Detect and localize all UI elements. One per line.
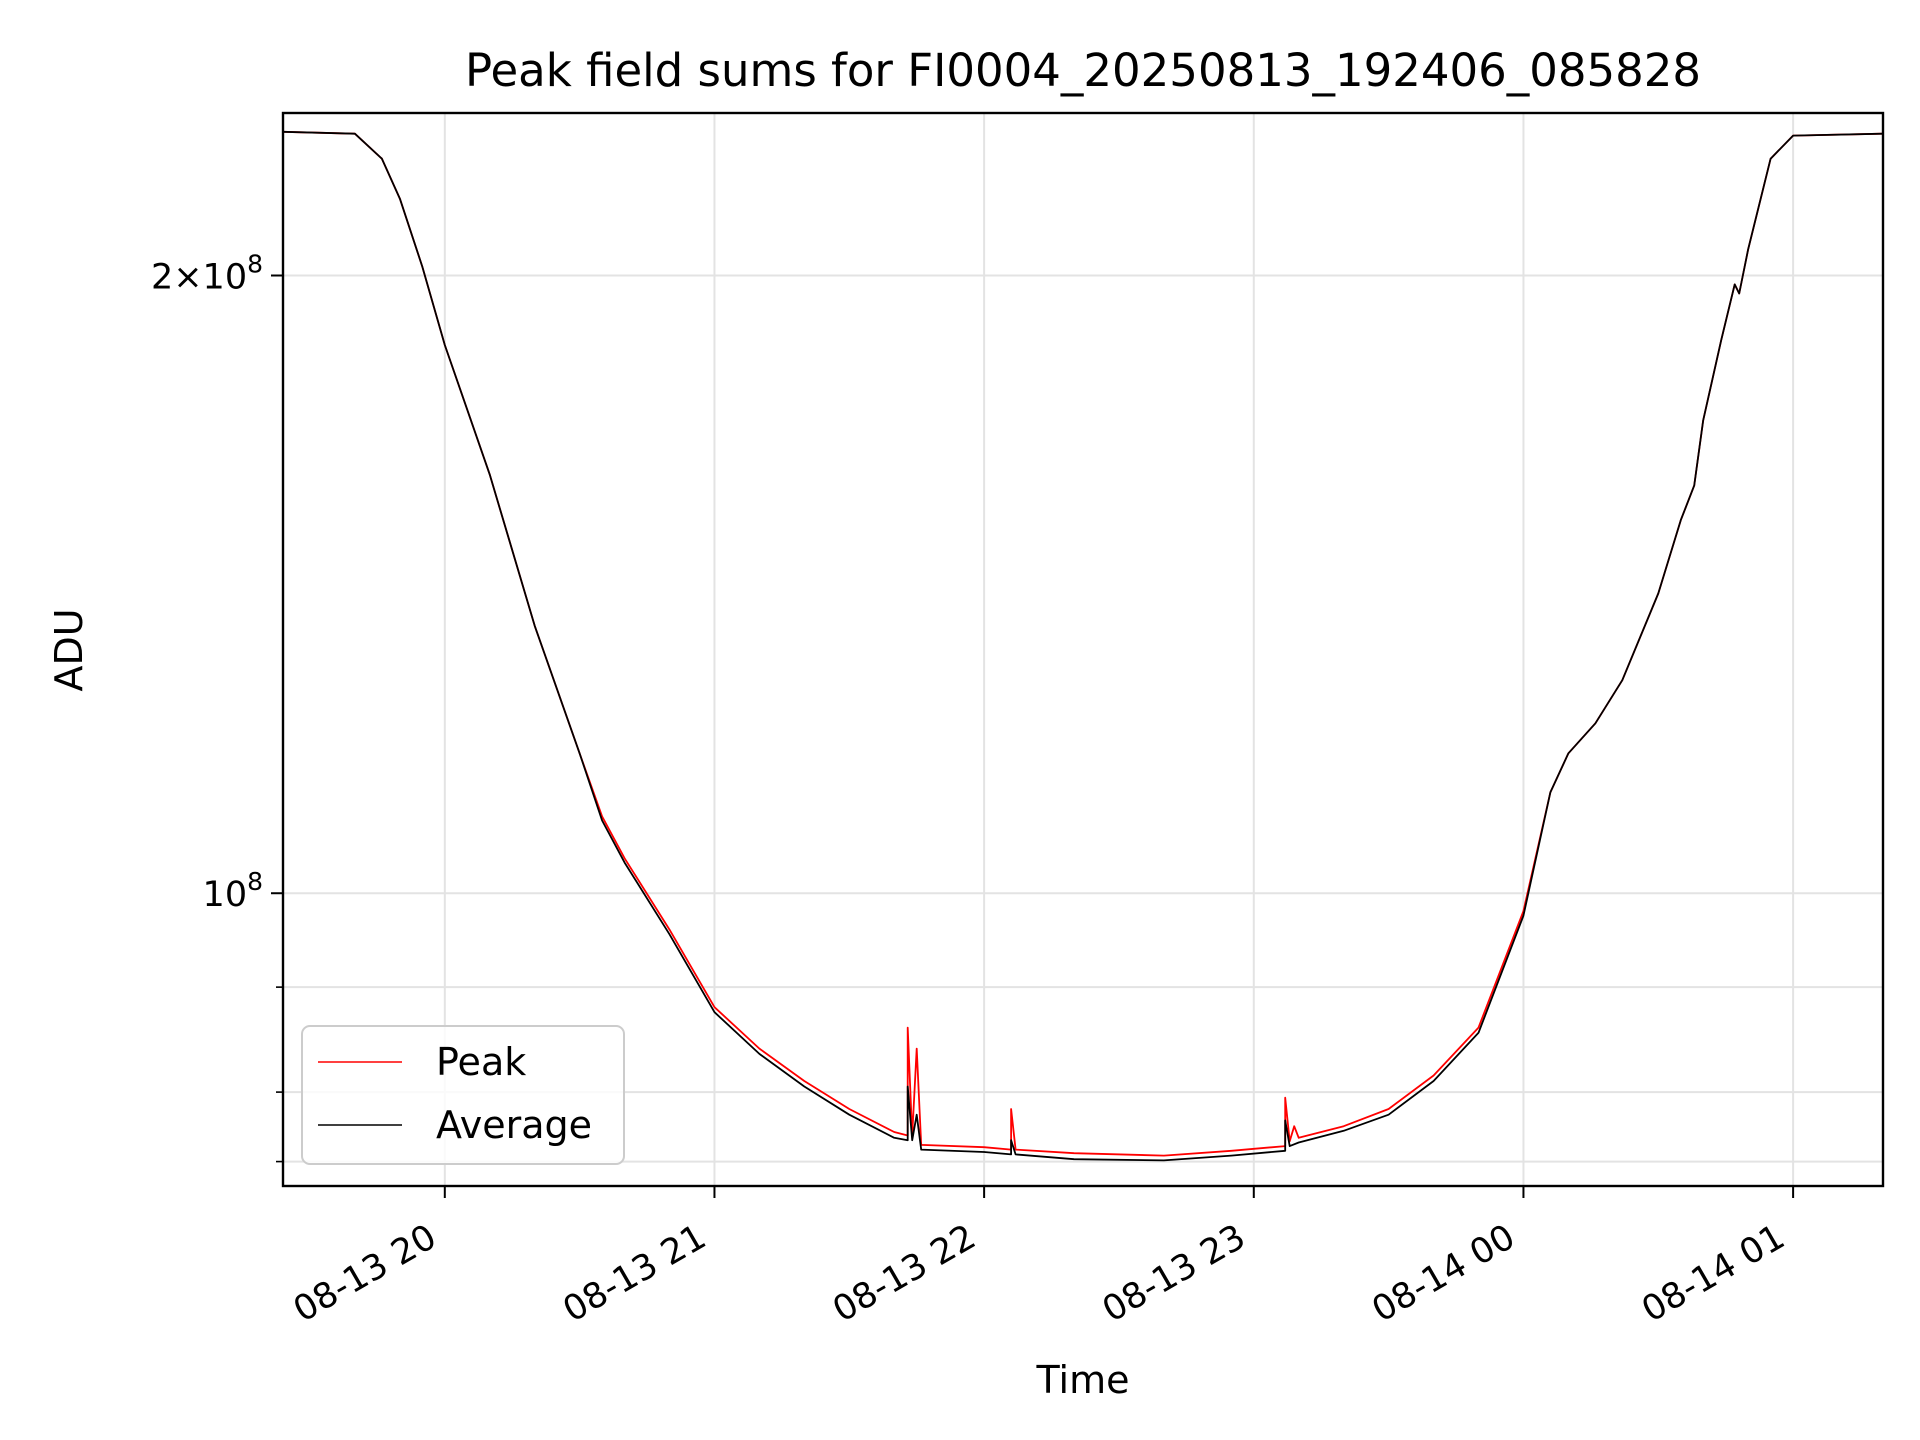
x-axis-label: Time	[1036, 1358, 1130, 1402]
legend-label-peak: Peak	[436, 1040, 526, 1084]
axes-frame	[281, 111, 1885, 1188]
series-layer	[282, 130, 1884, 1162]
y-axis-ticks: 108 2×108	[151, 249, 283, 1163]
legend-box	[301, 1025, 625, 1165]
legend-label-average: Average	[436, 1103, 592, 1147]
y-tick-label: 108	[203, 867, 263, 915]
y-axis-label: ADU	[47, 608, 91, 691]
chart-title: Peak field sums for FI0004_20250813_1924…	[465, 44, 1701, 97]
series-line-average	[282, 130, 1884, 1162]
legend: Peak Average	[301, 1025, 625, 1165]
y-tick-label: 2×108	[151, 249, 263, 297]
